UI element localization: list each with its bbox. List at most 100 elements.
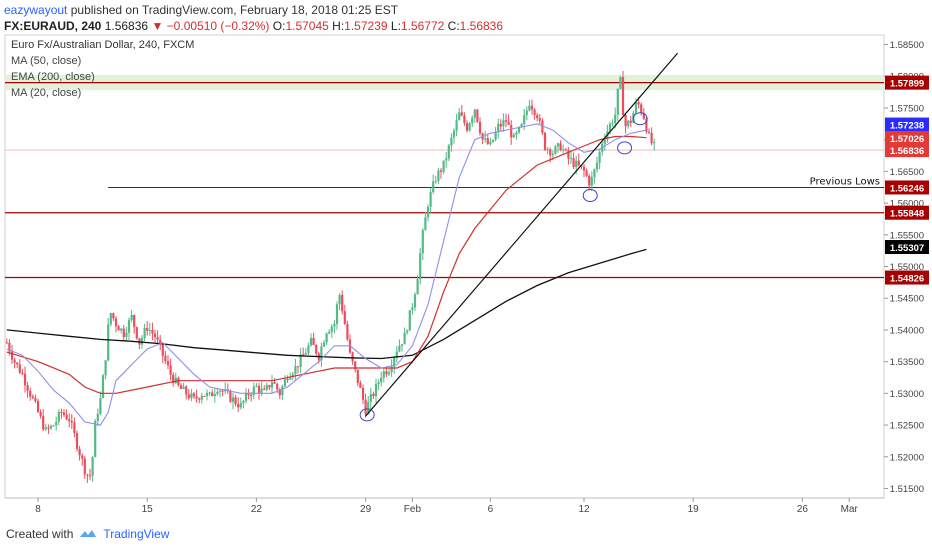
- candle-body: [166, 361, 170, 366]
- candle-body: [408, 310, 411, 331]
- candle-body: [91, 457, 94, 476]
- candle-body: [499, 124, 502, 127]
- symbol-label: FX:EURAUD, 240: [4, 19, 102, 33]
- candle-body: [494, 131, 497, 140]
- candle-body: [354, 361, 357, 370]
- candle-body: [104, 360, 107, 376]
- candle-body: [377, 382, 380, 384]
- candle-body: [567, 150, 570, 159]
- candle-body: [231, 397, 235, 402]
- x-tick-label: 6: [488, 504, 494, 515]
- candle-body: [309, 338, 313, 346]
- candle-body: [276, 383, 279, 390]
- legend-item[interactable]: MA (20, close): [11, 87, 81, 99]
- legend-item[interactable]: EMA (200, close): [11, 71, 95, 83]
- close-value: 1.56836: [459, 19, 504, 33]
- candle-body: [296, 366, 300, 368]
- candle-body: [96, 413, 99, 422]
- high-value: 1.57239: [344, 19, 388, 33]
- candle-body: [265, 385, 268, 390]
- candle-body: [257, 385, 261, 393]
- touch-ellipse[interactable]: [359, 408, 375, 422]
- candle-body: [385, 371, 388, 375]
- x-tick-label: Feb: [404, 504, 422, 515]
- candle-body: [533, 109, 536, 116]
- touch-ellipse[interactable]: [632, 112, 648, 126]
- candle-body: [520, 123, 523, 127]
- y-tick-label: 1.53000: [890, 389, 924, 400]
- candle-body: [455, 120, 458, 131]
- candle-body: [133, 315, 136, 328]
- candle-body: [572, 158, 575, 167]
- candle-body: [398, 345, 401, 352]
- x-tick-label: 22: [251, 504, 263, 515]
- candle-body: [322, 342, 326, 347]
- candle-body: [255, 385, 258, 387]
- y-tick-label: 1.56000: [890, 199, 924, 210]
- candle-body: [637, 102, 640, 105]
- x-tick-label: 19: [688, 504, 700, 515]
- candle-body: [270, 382, 274, 388]
- candle-body: [81, 455, 84, 459]
- candle-body: [229, 390, 232, 402]
- candle-body: [190, 393, 193, 399]
- legend-item[interactable]: MA (50, close): [11, 55, 81, 67]
- candle-body: [42, 415, 45, 430]
- candle-body: [541, 120, 544, 133]
- candle-body: [593, 169, 596, 178]
- candle-body: [382, 371, 385, 378]
- x-tick-label: 29: [360, 504, 372, 515]
- ema200-line[interactable]: [6, 248, 647, 360]
- candle-body: [447, 145, 450, 159]
- quote-line: FX:EURAUD, 240 1.56836 ▼ −0.00510 (−0.32…: [4, 19, 503, 33]
- candle-body: [517, 126, 521, 133]
- candle-body: [395, 351, 398, 358]
- candle-body: [582, 166, 586, 171]
- candle-body: [559, 143, 562, 151]
- candle-body: [471, 117, 474, 124]
- ma20-line[interactable]: [6, 123, 647, 426]
- price-tag-label: 1.55307: [890, 243, 924, 254]
- candle-body: [8, 342, 11, 352]
- candle-body: [569, 158, 573, 160]
- price-tag-label: 1.55848: [890, 209, 924, 220]
- y-tick-label: 1.54000: [890, 325, 924, 336]
- candle-body: [161, 343, 164, 356]
- trendline[interactable]: [365, 52, 679, 417]
- price-chart[interactable]: Previous Lows1.585001.580001.575001.5700…: [0, 34, 932, 520]
- open-value: 1.57045: [285, 19, 329, 33]
- candle-body: [195, 396, 198, 399]
- candle-body: [450, 137, 453, 146]
- candle-body: [94, 421, 97, 458]
- candle-body: [304, 352, 307, 355]
- candle-body: [491, 139, 495, 142]
- candle-body: [575, 160, 578, 167]
- touch-ellipse[interactable]: [582, 188, 598, 202]
- candle-body: [333, 323, 336, 327]
- candle-body: [393, 357, 396, 367]
- candle-body: [130, 315, 133, 321]
- candle-body: [237, 404, 240, 408]
- candle-body: [328, 331, 331, 334]
- price-tag: [885, 117, 929, 132]
- candle-body: [341, 295, 344, 312]
- candle-body: [13, 359, 16, 363]
- candle-body: [203, 395, 206, 397]
- publish-line: eazywayout published on TradingView.com,…: [4, 3, 398, 17]
- tradingview-brand[interactable]: TradingView: [103, 527, 170, 541]
- author-link[interactable]: eazywayout: [4, 3, 68, 17]
- price-change: −0.00510 (−0.32%): [166, 19, 270, 33]
- candle-body: [369, 393, 372, 402]
- candle-body: [164, 355, 167, 362]
- candle-body: [109, 313, 112, 325]
- candle-body: [198, 398, 201, 400]
- candle-body: [23, 373, 27, 386]
- open-label: O:: [272, 19, 286, 33]
- candle-body: [250, 395, 253, 397]
- chart-legend-title: Euro Fx/Australian Dollar, 240, FXCM: [11, 39, 194, 51]
- touch-ellipse[interactable]: [617, 141, 633, 155]
- published-text: published on TradingView.com, February 1…: [70, 3, 399, 17]
- candle-body: [70, 421, 73, 423]
- candle-body: [421, 230, 424, 254]
- candle-body: [476, 109, 479, 122]
